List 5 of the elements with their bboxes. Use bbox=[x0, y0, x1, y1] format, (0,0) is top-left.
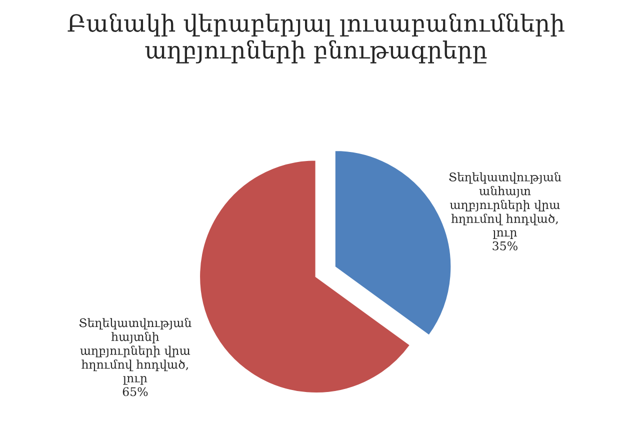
slice-label: Տեղեկատվության հայտնի աղբյուրների վրա հղումով հոդված, լուր bbox=[79, 318, 192, 385]
data-label: 35% bbox=[492, 241, 518, 250]
slice-label: Տեղեկատվության անհայտ աղբյուրների վրա հղումով հոդված, լուր bbox=[449, 172, 562, 239]
chart-title: Բանակի վերաբերյալ լուսաբանումների աղբյուրների բնութագրերը bbox=[68, 13, 564, 64]
data-label: 65% bbox=[122, 387, 148, 396]
